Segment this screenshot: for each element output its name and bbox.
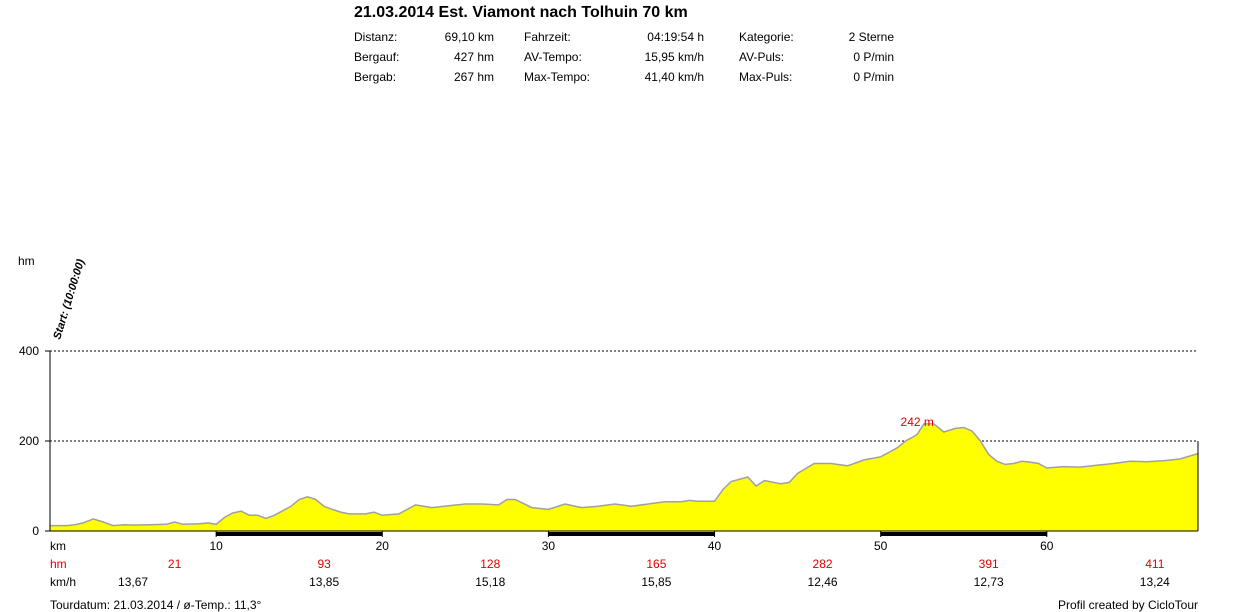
- y-tick-label: 0: [32, 524, 39, 538]
- elevation-line: [50, 423, 1199, 527]
- x-tick-label: 30: [542, 539, 556, 553]
- start-marker-label: Start: (10:00:00): [51, 258, 87, 341]
- x-axis-label: km: [50, 539, 66, 553]
- stat-row: Fahrzeit: 04:19:54 h: [524, 30, 704, 50]
- stat-row: Distanz: 69,10 km: [354, 30, 494, 50]
- hm-row-value: 93: [317, 557, 331, 571]
- y-tick-label: 200: [19, 434, 39, 448]
- speed-row-value: 15,85: [641, 575, 671, 589]
- hm-row-value: 282: [813, 557, 833, 571]
- x-tick-label: 10: [209, 539, 223, 553]
- credit-footer: Profil created by CicloTour: [1057, 598, 1198, 612]
- hm-row-value: 128: [480, 557, 500, 571]
- x-tick-label: 50: [874, 539, 888, 553]
- x-axis-bold-segment: [548, 532, 715, 536]
- hm-row-value: 21: [168, 557, 182, 571]
- y-axis-label: hm: [18, 254, 35, 268]
- x-tick-label: 60: [1040, 539, 1054, 553]
- stat-value: 267 hm: [453, 70, 494, 84]
- stat-row: Max-Puls: 0 P/min: [739, 70, 894, 90]
- stat-label: AV-Tempo:: [524, 50, 582, 64]
- stats-column-2: Fahrzeit: 04:19:54 h AV-Tempo: 15,95 km/…: [524, 30, 704, 90]
- hm-row-value: 411: [1145, 557, 1164, 571]
- stat-label: Bergauf:: [354, 50, 400, 64]
- stat-label: AV-Puls:: [739, 50, 785, 64]
- speed-row-value: 13,24: [1140, 575, 1170, 589]
- stat-value: 0 P/min: [853, 50, 894, 64]
- stat-value: 427 hm: [453, 50, 494, 64]
- stat-value: 15,95 km/h: [644, 50, 704, 64]
- stats-column-1: Distanz: 69,10 km Bergauf: 427 hm Bergab…: [354, 30, 494, 90]
- stat-row: Max-Tempo: 41,40 km/h: [524, 70, 704, 90]
- stat-row: Kategorie: 2 Sterne: [739, 30, 894, 50]
- stat-row: AV-Puls: 0 P/min: [739, 50, 894, 70]
- speed-row-value: 15,18: [475, 575, 505, 589]
- x-tick-label: 20: [376, 539, 390, 553]
- stat-value: 69,10 km: [444, 30, 494, 44]
- speed-row-label: km/h: [50, 575, 76, 589]
- hm-row-value: 165: [646, 557, 666, 571]
- speed-row-value: 13,67: [118, 575, 148, 589]
- hm-row-value: 391: [979, 557, 999, 571]
- speed-row-value: 13,85: [309, 575, 339, 589]
- stat-value: 0 P/min: [853, 70, 894, 84]
- stat-label: Max-Tempo:: [524, 70, 591, 84]
- speed-row-value: 12,46: [808, 575, 838, 589]
- stat-label: Fahrzeit:: [524, 30, 571, 44]
- x-axis-bold-segment: [216, 532, 383, 536]
- stats-column-3: Kategorie: 2 Sterne AV-Puls: 0 P/min Max…: [739, 30, 894, 90]
- x-tick-label: 40: [708, 539, 722, 553]
- stat-label: Distanz:: [354, 30, 398, 44]
- stat-row: AV-Tempo: 15,95 km/h: [524, 50, 704, 70]
- stat-label: Kategorie:: [739, 30, 794, 44]
- stat-row: Bergab: 267 hm: [354, 70, 494, 90]
- max-elevation-label: 242 m: [901, 415, 934, 429]
- elevation-area: [50, 423, 1198, 531]
- stat-value: 04:19:54 h: [647, 30, 704, 44]
- speed-row-value: 12,73: [974, 575, 1004, 589]
- stat-value: 41,40 km/h: [644, 70, 704, 84]
- stat-row: Bergauf: 427 hm: [354, 50, 494, 70]
- stat-label: Bergab:: [354, 70, 397, 84]
- tour-date-footer: Tourdatum: 21.03.2014 / ø-Temp.: 11,3°: [50, 598, 262, 612]
- y-tick-label: 400: [19, 344, 39, 358]
- hm-row-label: hm: [50, 557, 67, 571]
- page-title: 21.03.2014 Est. Viamont nach Tolhuin 70 …: [354, 4, 688, 21]
- stat-label: Max-Puls:: [739, 70, 793, 84]
- x-axis-bold-segment: [880, 532, 1047, 536]
- stat-value: 2 Sterne: [848, 30, 894, 44]
